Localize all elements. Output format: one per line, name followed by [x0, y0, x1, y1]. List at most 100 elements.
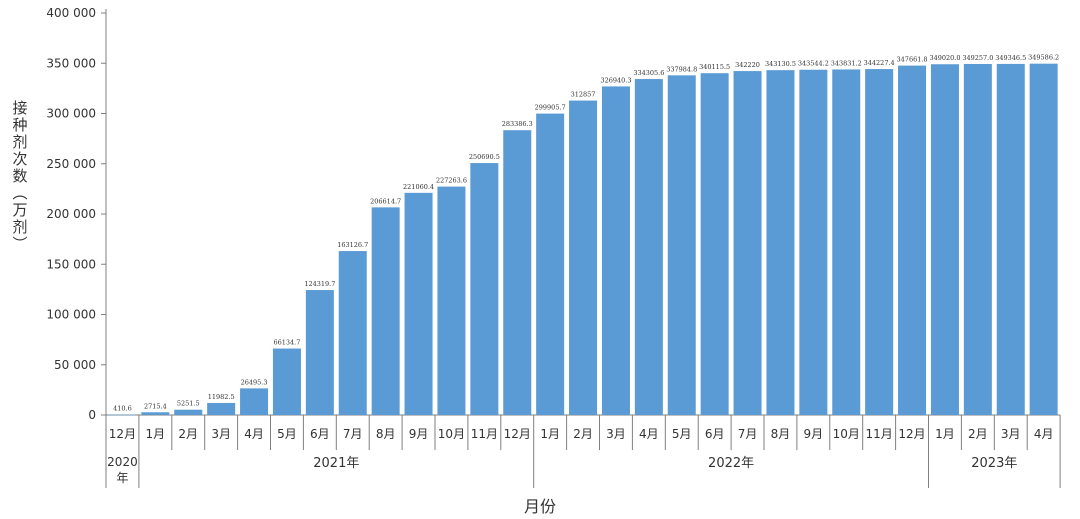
x-tick-label: 4月 [244, 427, 264, 441]
bar-value-label: 66134.7 [274, 339, 301, 347]
bar [174, 409, 203, 415]
bar-value-label: 347661.8 [897, 56, 928, 64]
bar [930, 64, 959, 416]
year-label: 2022年 [708, 456, 754, 471]
y-tick-label: 300 000 [46, 107, 96, 121]
bar-value-label: 227263.6 [436, 177, 467, 185]
bar [108, 414, 137, 416]
bar-value-label: 221060.4 [403, 183, 434, 191]
x-tick-label: 5月 [277, 427, 297, 441]
bar [1029, 63, 1058, 416]
bar [437, 186, 466, 415]
bar [371, 207, 400, 415]
bar-value-label: 5251.5 [177, 400, 200, 408]
x-tick-label: 4月 [639, 427, 659, 441]
bar-value-label: 349020.0 [929, 54, 960, 62]
x-tick-label: 1月 [146, 427, 166, 441]
bar [536, 113, 565, 415]
bar [865, 69, 894, 416]
x-tick-label: 2月 [573, 427, 593, 441]
x-tick-label: 12月 [898, 427, 925, 441]
bar-value-label: 410.6 [113, 405, 132, 413]
y-tick-label: 400 000 [46, 6, 96, 20]
bar-value-label: 2715.4 [144, 402, 167, 410]
x-axis-label: 月份 [523, 497, 556, 516]
y-tick-label: 150 000 [46, 257, 96, 271]
bar [733, 71, 762, 415]
bar [634, 79, 663, 415]
x-tick-label: 10月 [438, 427, 465, 441]
y-tick-label: 0 [88, 408, 96, 422]
x-tick-label: 7月 [738, 427, 758, 441]
x-tick-label: 6月 [705, 427, 725, 441]
y-tick-label: 50 000 [54, 358, 96, 372]
bar [272, 348, 301, 415]
bar [766, 70, 795, 416]
bar [569, 100, 598, 416]
bar-value-label: 343831.2 [831, 59, 862, 67]
x-tick-label: 4月 [1034, 427, 1054, 441]
year-label: 2021年 [313, 456, 359, 471]
bar [503, 130, 532, 415]
bar [305, 290, 334, 415]
bar-value-label: 337984.8 [666, 65, 697, 73]
y-axis-label: 接种剂次数（万剂） [8, 100, 32, 257]
x-tick-label: 1月 [935, 427, 955, 441]
bar [963, 63, 992, 416]
x-tick-label: 3月 [606, 427, 626, 441]
bar-value-label: 163126.7 [337, 241, 368, 249]
bar [470, 163, 499, 415]
bar [207, 402, 236, 415]
bar [996, 63, 1025, 415]
bar [601, 86, 630, 416]
bar-value-label: 349257.0 [962, 54, 993, 62]
year-label: 2023年 [971, 456, 1017, 471]
y-tick-label: 350 000 [46, 56, 96, 70]
x-tick-label: 3月 [211, 427, 231, 441]
bar [141, 412, 170, 415]
x-tick-label: 2月 [968, 427, 988, 441]
y-tick-label: 100 000 [46, 308, 96, 322]
x-tick-label: 11月 [471, 427, 498, 441]
x-tick-label: 2月 [178, 427, 198, 441]
bar [667, 75, 696, 415]
bar [700, 73, 729, 415]
year-label: 2020 年 [107, 455, 138, 485]
bar [799, 69, 828, 416]
y-tick-label: 200 000 [46, 207, 96, 221]
x-tick-label: 9月 [804, 427, 824, 441]
bar-value-label: 349346.5 [995, 54, 1026, 62]
bar-value-label: 344227.4 [864, 59, 895, 67]
bar-value-label: 349586.2 [1028, 54, 1059, 62]
bar-value-label: 326940.3 [600, 76, 631, 84]
bar-value-label: 250690.5 [469, 153, 500, 161]
x-tick-label: 12月 [109, 427, 136, 441]
bar-value-label: 340115.5 [699, 63, 730, 71]
bar-value-label: 283386.3 [502, 120, 533, 128]
x-tick-label: 12月 [504, 427, 531, 441]
bar [338, 251, 367, 415]
bar-value-label: 206614.7 [370, 197, 401, 205]
bar [404, 192, 433, 415]
bar-value-label: 26495.3 [241, 378, 268, 386]
x-tick-label: 6月 [310, 427, 330, 441]
bar-value-label: 342220 [735, 61, 760, 69]
bar-value-label: 124319.7 [304, 280, 335, 288]
x-tick-label: 11月 [866, 427, 893, 441]
x-tick-label: 1月 [540, 427, 560, 441]
x-tick-label: 8月 [771, 427, 791, 441]
bar [898, 65, 927, 416]
bar [240, 388, 269, 415]
x-tick-label: 10月 [833, 427, 860, 441]
x-tick-label: 9月 [409, 427, 429, 441]
y-axis-label-text: 接种剂次数（万剂） [10, 100, 29, 253]
bar-value-label: 334305.6 [633, 69, 664, 77]
y-tick-label: 250 000 [46, 157, 96, 171]
bar-value-label: 11982.5 [208, 393, 235, 401]
x-tick-label: 7月 [343, 427, 363, 441]
bar [832, 69, 861, 415]
x-tick-label: 3月 [1001, 427, 1021, 441]
bar-value-label: 312857 [571, 91, 596, 99]
